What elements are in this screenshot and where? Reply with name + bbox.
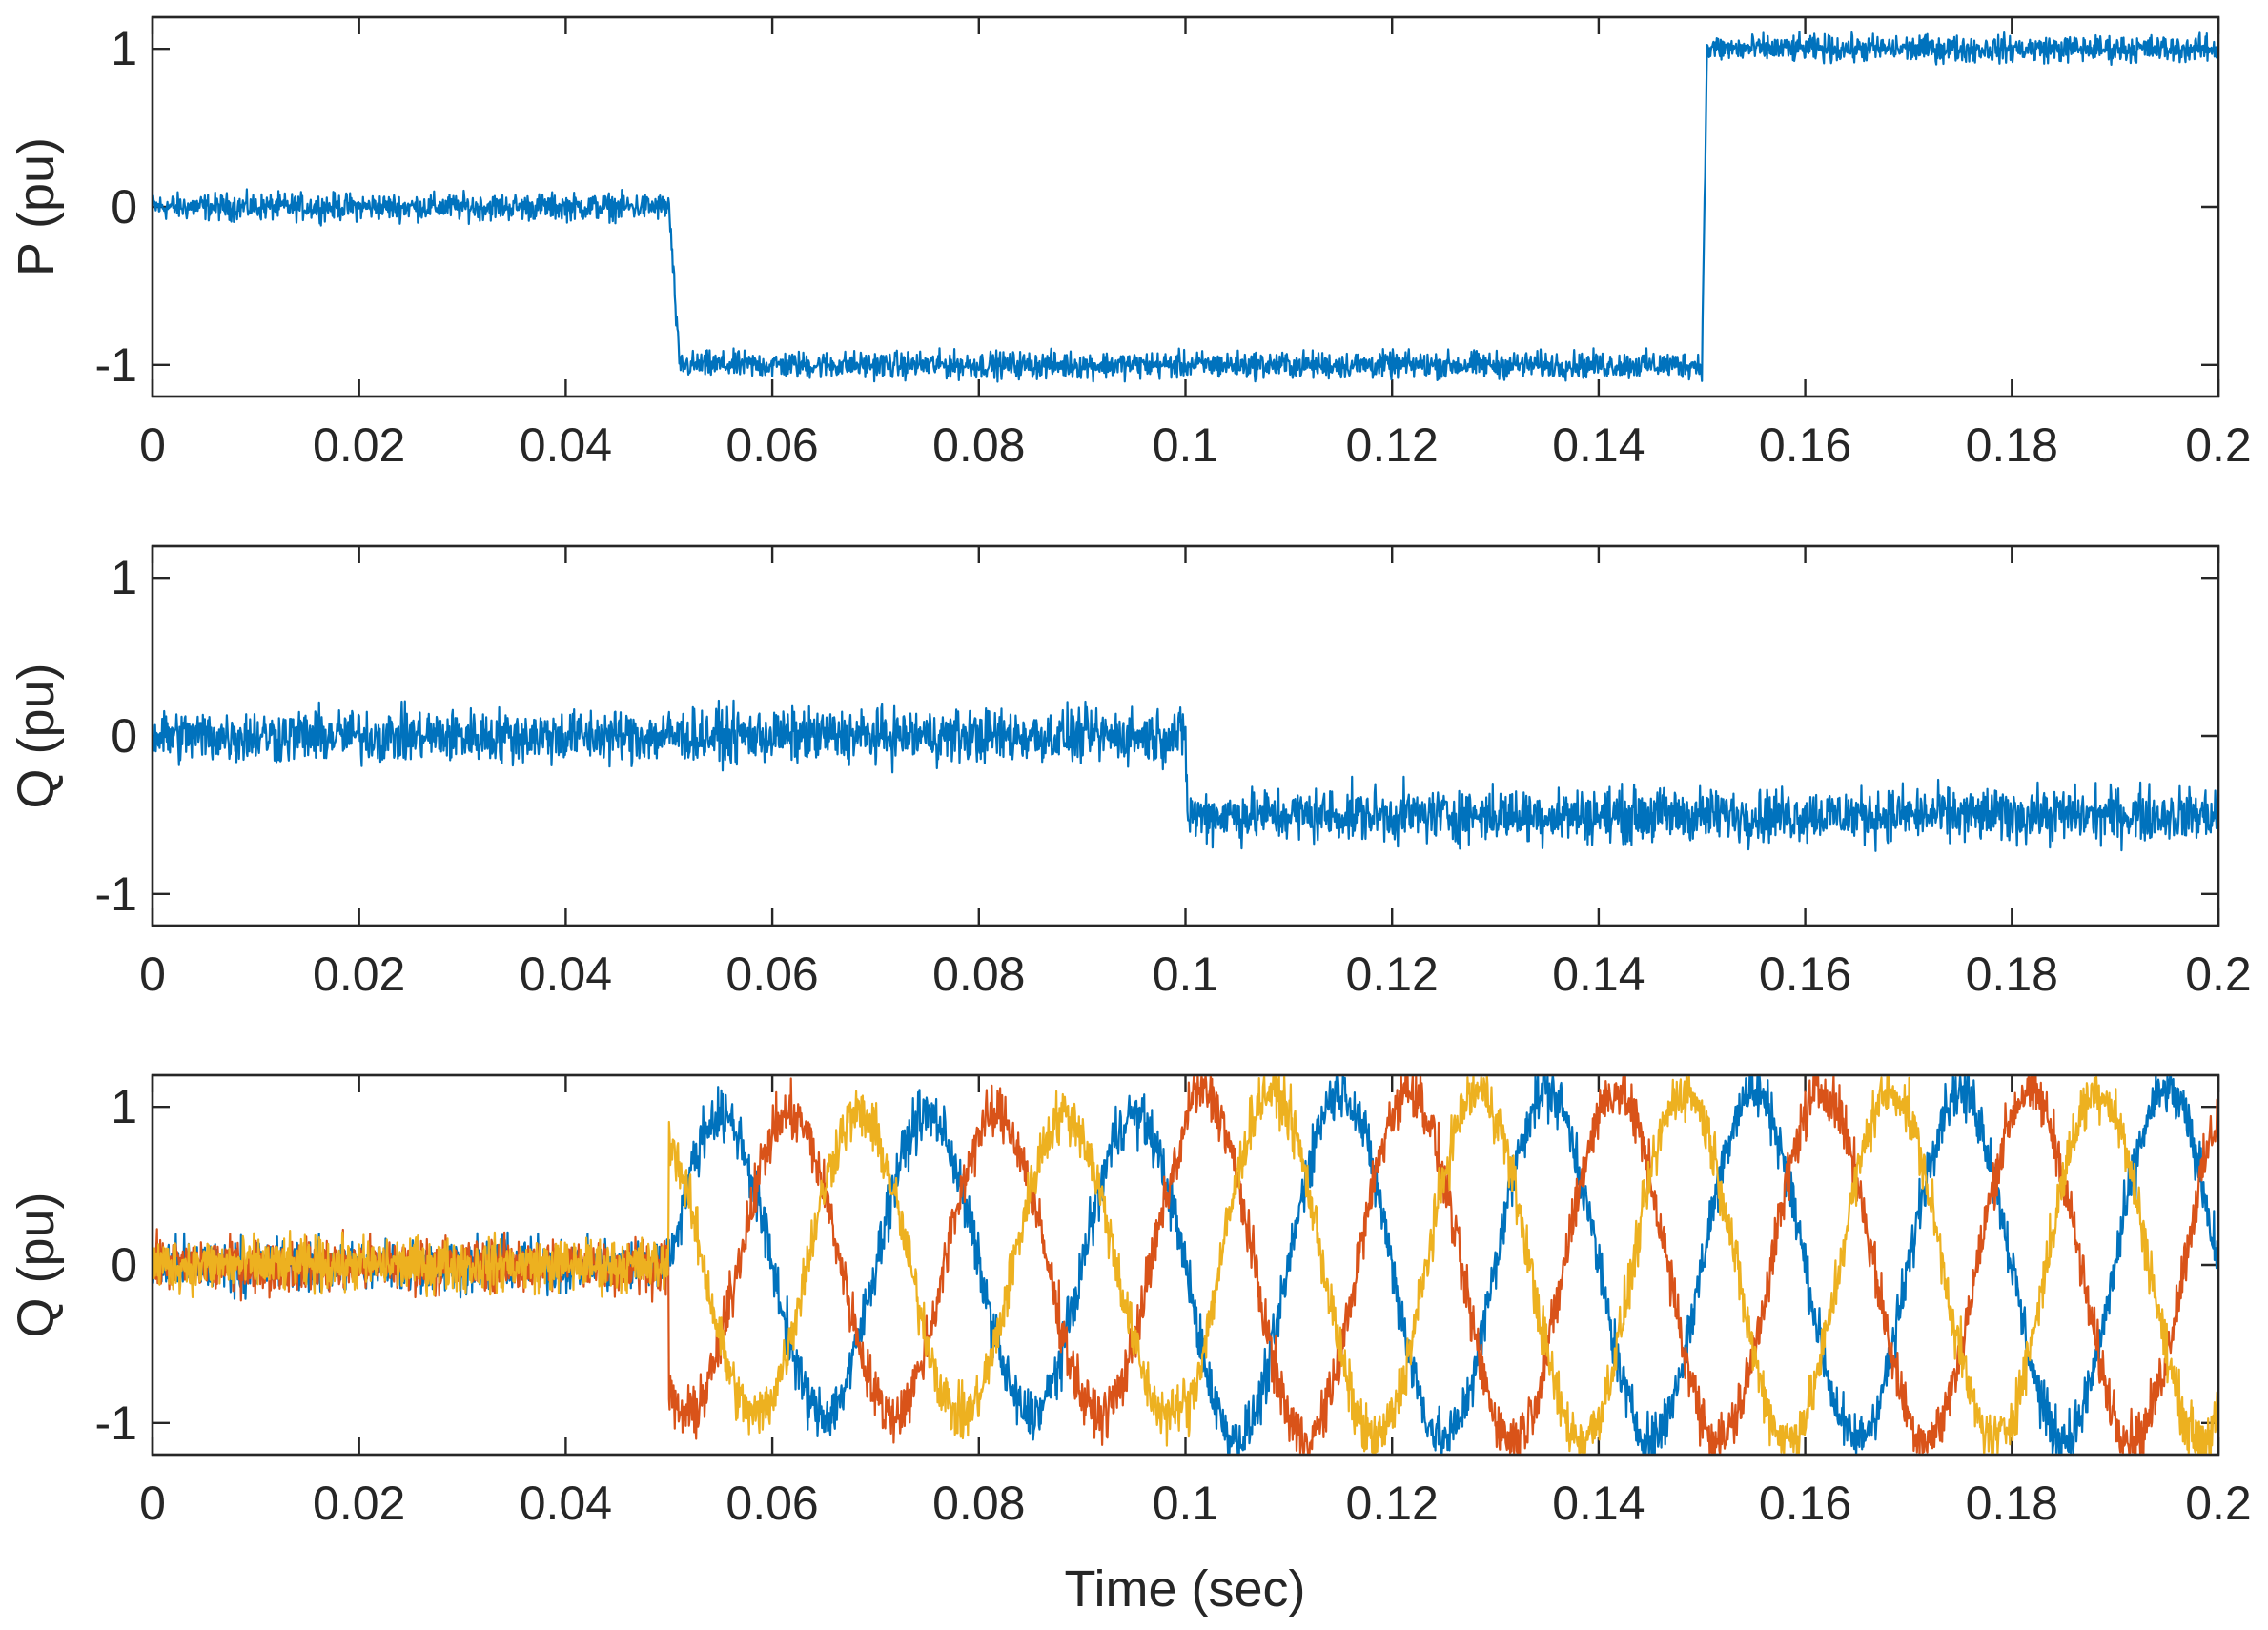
x-tick-label: 0.1 [1153,418,1219,472]
y-tick-label: 1 [111,1080,137,1133]
x-tick-label: 0.2 [2185,1477,2252,1530]
y-tick-label: 0 [111,1238,137,1292]
x-tick-label: 0.2 [2185,418,2252,472]
x-tick-label: 0.16 [1759,1477,1851,1530]
x-tick-label: 0 [139,1477,166,1530]
series-line-P [151,31,2220,383]
tick-labels: 0 0.02 0.04 0.06 0.08 0.1 0.12 0.14 0.16 0.18 0.2 -… [95,1080,2252,1530]
x-tick-label: 0.06 [725,1477,818,1530]
x-tick-label: 0.04 [520,418,612,472]
x-tick-label: 0.18 [1966,1477,2058,1530]
plot-frame [151,15,2220,398]
plot-traces [151,31,2220,383]
x-tick-label: 0.1 [1153,947,1219,1001]
y-tick-label: 0 [111,180,137,234]
x-tick-label: 0.04 [520,1477,612,1530]
plot-traces [151,699,2220,852]
y-axis-label: Q (pu) [8,1192,65,1337]
series-line-phase-c [151,1073,2220,1457]
y-tick-label: -1 [95,1396,137,1450]
x-tick-label: 0.16 [1759,418,1851,472]
tick-labels: 0 0.02 0.04 0.06 0.08 0.1 0.12 0.14 0.16 0.18 0.2 -… [95,22,2252,472]
x-tick-label: 0.2 [2185,947,2252,1001]
plot-traces [151,1073,2220,1457]
x-tick-label: 0.02 [313,1477,405,1530]
x-tick-label: 0.02 [313,418,405,472]
y-tick-label: -1 [95,338,137,392]
x-tick-label: 0.1 [1153,1477,1219,1530]
x-tick-label: 0.18 [1966,418,2058,472]
y-tick-label: 1 [111,551,137,604]
x-tick-label: 0.14 [1552,418,1645,472]
x-tick-label: 0 [139,418,166,472]
x-tick-label: 0.12 [1346,1477,1439,1530]
x-tick-label: 0.08 [932,418,1025,472]
chart-panel-three-phase-current: 0 0.02 0.04 0.06 0.08 0.1 0.12 0.14 0.16 0.18 0.2 -… [8,1073,2252,1618]
x-tick-label: 0 [139,947,166,1001]
plot-frame [151,544,2220,927]
x-tick-label: 0.14 [1552,947,1645,1001]
plot-frame [151,1073,2220,1457]
y-axis-label: Q (pu) [8,662,65,808]
y-tick-label: 0 [111,709,137,763]
x-tick-label: 0.12 [1346,947,1439,1001]
x-tick-label: 0.16 [1759,947,1851,1001]
y-tick-label: 1 [111,22,137,75]
x-tick-label: 0.04 [520,947,612,1001]
x-tick-label: 0.08 [932,947,1025,1001]
x-tick-label: 0.08 [932,1477,1025,1530]
x-tick-label: 0.06 [725,418,818,472]
x-tick-label: 0.12 [1346,418,1439,472]
x-tick-label: 0.06 [725,947,818,1001]
x-tick-label: 0.18 [1966,947,2058,1001]
tick-labels: 0 0.02 0.04 0.06 0.08 0.1 0.12 0.14 0.16 0.18 0.2 -… [95,551,2252,1001]
x-tick-label: 0.14 [1552,1477,1645,1530]
series-line-Q [151,699,2220,852]
x-tick-label: 0.02 [313,947,405,1001]
y-axis-label: P (pu) [8,137,65,276]
chart-panel-reactive-power: 0 0.02 0.04 0.06 0.08 0.1 0.12 0.14 0.16 0.18 0.2 -… [8,544,2252,1001]
y-tick-label: -1 [95,867,137,921]
chart-panel-active-power: 0 0.02 0.04 0.06 0.08 0.1 0.12 0.14 0.16 0.18 0.2 -… [8,15,2252,472]
x-axis-label: Time (sec) [1065,1560,1306,1618]
